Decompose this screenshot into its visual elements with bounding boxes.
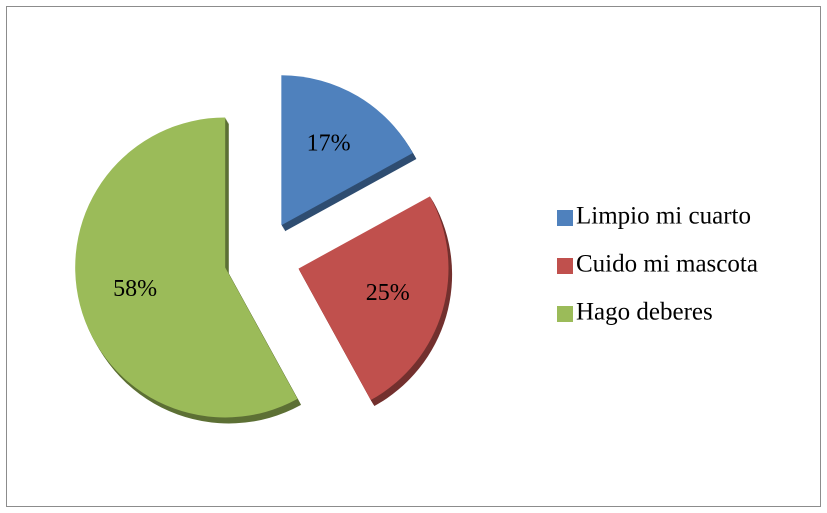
slice — [281, 75, 413, 226]
slice — [298, 196, 449, 401]
value-label: 58% — [113, 276, 157, 302]
slice — [75, 117, 298, 418]
value-label: 25% — [366, 280, 410, 306]
legend-label: Cuido mi mascota — [576, 251, 758, 278]
legend-swatch — [557, 210, 573, 226]
legend-label: Limpio mi cuarto — [576, 203, 751, 230]
legend-swatch — [557, 306, 573, 322]
value-label: 17% — [307, 131, 351, 157]
legend-label: Hago deberes — [576, 299, 713, 326]
legend-swatch — [557, 258, 573, 274]
